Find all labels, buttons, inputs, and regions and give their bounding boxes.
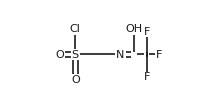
- Text: F: F: [143, 72, 150, 82]
- Text: O: O: [71, 75, 80, 85]
- Text: F: F: [143, 27, 150, 37]
- Text: F: F: [156, 49, 162, 60]
- Text: N: N: [116, 49, 125, 60]
- Text: O: O: [55, 49, 64, 60]
- Text: OH: OH: [125, 24, 142, 34]
- Text: Cl: Cl: [70, 24, 81, 34]
- Text: S: S: [72, 49, 79, 60]
